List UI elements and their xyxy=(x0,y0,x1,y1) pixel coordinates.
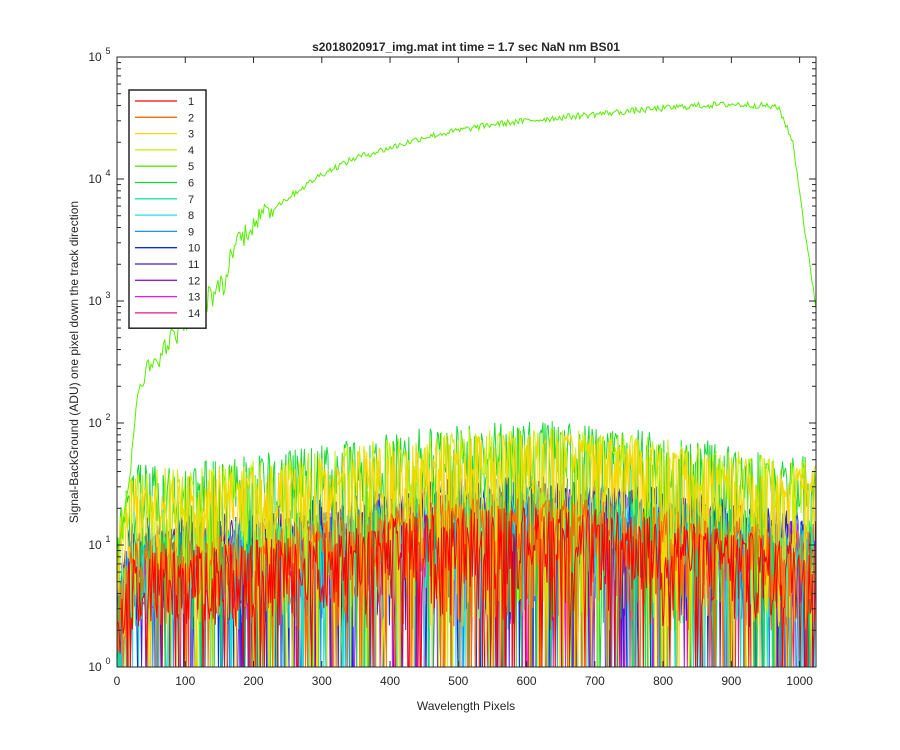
series-line-1 xyxy=(117,506,816,667)
legend-label-6: 6 xyxy=(188,178,194,190)
x-tick-label: 500 xyxy=(448,674,468,688)
x-tick-label: 900 xyxy=(721,674,741,688)
x-tick-label: 600 xyxy=(517,674,537,688)
y-tick-label: 10 xyxy=(88,172,102,186)
y-tick-label: 10 xyxy=(88,294,102,308)
x-tick-label: 700 xyxy=(585,674,605,688)
legend-label-1: 1 xyxy=(188,96,194,108)
legend-box xyxy=(128,89,207,329)
x-tick-label: 100 xyxy=(175,674,195,688)
x-tick-label: 1000 xyxy=(786,674,813,688)
chart-title: s2018020917_img.mat int time = 1.7 sec N… xyxy=(312,40,620,54)
x-tick-label: 800 xyxy=(653,674,673,688)
legend-label-7: 7 xyxy=(188,194,194,206)
legend-label-12: 12 xyxy=(188,275,200,287)
x-tick-label: 300 xyxy=(312,674,332,688)
legend-label-3: 3 xyxy=(188,129,194,141)
x-tick-label: 400 xyxy=(380,674,400,688)
x-tick-label: 200 xyxy=(244,674,264,688)
y-tick-exponent: 0 xyxy=(105,656,110,666)
y-tick-label: 10 xyxy=(88,50,102,64)
legend-label-9: 9 xyxy=(188,226,194,238)
y-tick-exponent: 2 xyxy=(105,412,110,422)
y-tick-label: 10 xyxy=(88,416,102,430)
legend-label-11: 11 xyxy=(188,259,199,271)
y-tick-exponent: 1 xyxy=(105,534,110,544)
x-tick-label: 0 xyxy=(114,674,121,688)
legend-label-10: 10 xyxy=(188,243,200,255)
legend-label-14: 14 xyxy=(188,308,200,320)
series-line-3 xyxy=(117,433,816,667)
legend-label-5: 5 xyxy=(188,161,194,173)
y-tick-label: 10 xyxy=(88,660,102,674)
y-tick-exponent: 3 xyxy=(105,290,110,300)
y-tick-exponent: 4 xyxy=(105,168,110,178)
y-tick-label: 10 xyxy=(88,538,102,552)
plot-frame xyxy=(116,56,817,668)
y-axis-label: Signal-BackGround (ADU) one pixel down t… xyxy=(67,201,81,523)
y-tick-exponent: 5 xyxy=(105,46,110,56)
series-line-5 xyxy=(117,100,816,558)
x-axis: 0 100 200 300 400 500 600 700 800 900 1000 xyxy=(114,57,813,688)
legend-label-2: 2 xyxy=(188,112,194,124)
x-axis-label: Wavelength Pixels xyxy=(417,699,515,713)
legend-label-4: 4 xyxy=(188,145,194,157)
legend-label-8: 8 xyxy=(188,210,194,222)
legend-label-13: 13 xyxy=(188,292,200,304)
series-layer xyxy=(117,100,816,667)
